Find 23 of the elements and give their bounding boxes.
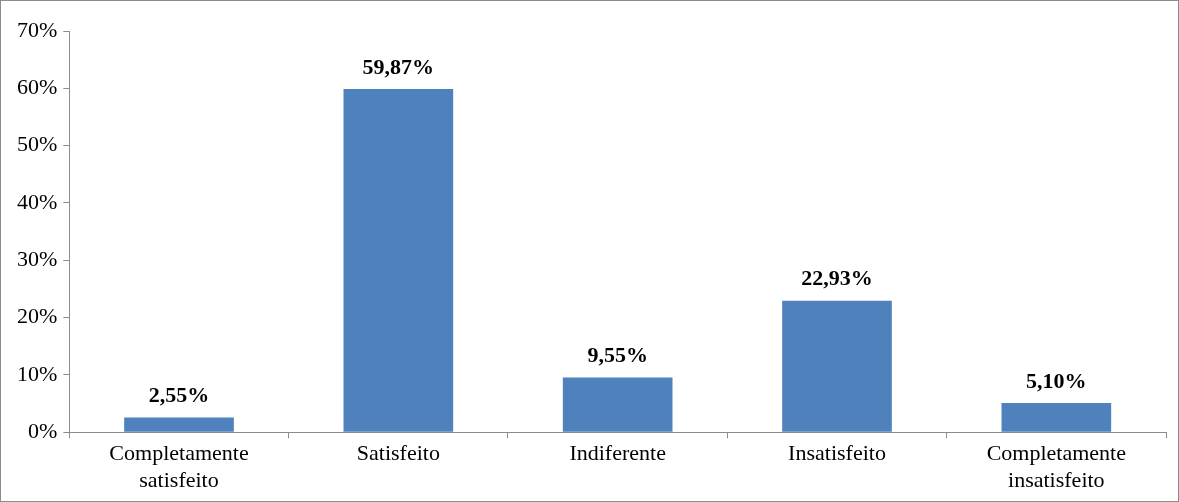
y-tick-label: 40% — [17, 188, 58, 214]
bar — [562, 377, 673, 432]
y-tick-label: 30% — [17, 246, 58, 272]
data-label: 5,10% — [1026, 367, 1087, 393]
y-tick-label: 50% — [17, 131, 58, 157]
x-tick-label: Satisfeito — [356, 440, 440, 466]
bar — [124, 417, 234, 432]
y-tick-label: 10% — [17, 360, 58, 386]
y-tick-label: 0% — [28, 417, 58, 443]
x-tick-label: Completamente satisfeito — [109, 440, 249, 492]
data-label: 9,55% — [587, 342, 648, 368]
bar — [782, 300, 892, 432]
data-label: 22,93% — [801, 265, 873, 291]
bar — [1001, 402, 1112, 432]
x-tick-label: Completamente insatisfeito — [986, 440, 1126, 492]
y-tick-label: 70% — [17, 16, 58, 42]
x-tick-label: Indiferente — [569, 440, 666, 466]
data-label: 59,87% — [362, 53, 435, 79]
y-tick-label: 60% — [17, 74, 58, 100]
data-label: 2,55% — [148, 382, 210, 408]
y-tick-label: 20% — [17, 303, 58, 329]
x-tick-label: Insatisfeito — [788, 440, 886, 466]
bar — [343, 89, 454, 432]
